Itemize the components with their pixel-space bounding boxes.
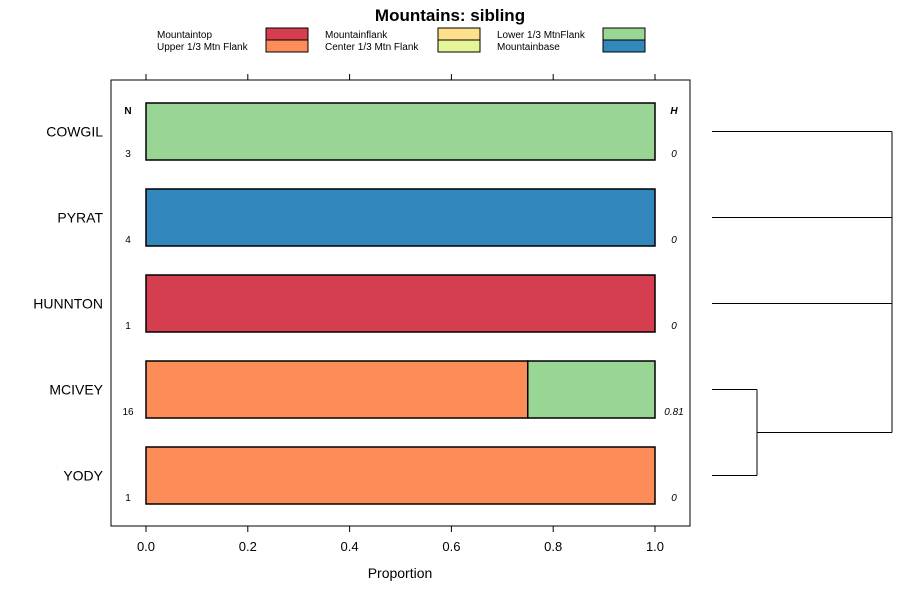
x-tick-label: 1.0 <box>646 539 664 554</box>
bar-segment-lower-1-3-mtnflank <box>527 360 656 419</box>
x-tick-label: 0.8 <box>544 539 562 554</box>
legend-swatch <box>265 39 309 53</box>
legend-swatch <box>602 27 646 41</box>
h-value: 0 <box>671 149 677 160</box>
legend-swatch <box>602 39 646 53</box>
legend-swatch <box>437 27 481 41</box>
category-label: PYRAT <box>57 210 103 226</box>
legend-swatch <box>437 39 481 53</box>
x-tick-label: 0.4 <box>341 539 359 554</box>
legend-label: Lower 1/3 MtnFlank <box>497 30 586 41</box>
h-value: 0.81 <box>664 407 683 418</box>
n-value: 3 <box>125 149 131 160</box>
h-value: 0 <box>671 235 677 246</box>
category-label: YODY <box>63 468 103 484</box>
x-axis-title: Proportion <box>368 565 433 581</box>
bar-row-cowgil: COWGIL 3 0 <box>46 102 677 161</box>
legend-label: Center 1/3 Mtn Flank <box>325 42 419 53</box>
legend-item-mountainflank: Mountainflank <box>325 27 481 41</box>
x-tick-label: 0.6 <box>442 539 460 554</box>
legend-label: Mountainflank <box>325 30 388 41</box>
legend-label: Mountaintop <box>157 30 212 41</box>
bar-segment-mountainbase <box>145 188 656 247</box>
bar-segment-upper-1-3-mtn-flank <box>145 360 529 419</box>
x-axis: 0.0 0.2 0.4 0.6 0.8 1.0 <box>137 74 664 554</box>
h-header: H <box>670 106 678 117</box>
legend-item-mountainbase: Mountainbase <box>497 39 646 53</box>
dendrogram <box>712 131 893 476</box>
x-tick-label: 0.0 <box>137 539 155 554</box>
n-header: N <box>124 106 131 117</box>
h-value: 0 <box>671 321 677 332</box>
legend-label: Upper 1/3 Mtn Flank <box>157 42 249 53</box>
legend-item-mountaintop: Mountaintop <box>157 27 309 41</box>
category-label: HUNNTON <box>33 296 103 312</box>
n-value: 16 <box>122 407 134 418</box>
legend-item-upper-1-3-mtn-flank: Upper 1/3 Mtn Flank <box>157 39 309 53</box>
legend-item-center-1-3-mtn-flank: Center 1/3 Mtn Flank <box>325 39 481 53</box>
n-value: 1 <box>125 493 131 504</box>
chart-title: Mountains: sibling <box>375 6 525 25</box>
bar-row-yody: YODY 1 0 <box>63 446 677 505</box>
h-value: 0 <box>671 493 677 504</box>
x-tick-label: 0.2 <box>239 539 257 554</box>
bar-row-mcivey: MCIVEY 16 0.81 <box>49 360 684 419</box>
legend-item-lower-1-3-mtnflank: Lower 1/3 MtnFlank <box>497 27 646 41</box>
n-value: 4 <box>125 235 131 246</box>
bar-segment-mountaintop <box>145 274 656 333</box>
category-label: MCIVEY <box>49 382 103 398</box>
legend-label: Mountainbase <box>497 42 560 53</box>
bar-row-pyrat: PYRAT 4 0 <box>57 188 677 247</box>
bar-row-hunnton: HUNNTON 1 0 <box>33 274 677 333</box>
bars: COWGIL 3 0 PYRAT 4 0 HUNNTON 1 0 MCIVEY 16 0.81 YODY… <box>33 102 684 505</box>
bar-segment-lower-1-3-mtnflank <box>145 102 656 161</box>
bar-segment-upper-1-3-mtn-flank <box>145 446 656 505</box>
plot-frame <box>110 79 691 527</box>
category-label: COWGIL <box>46 124 103 140</box>
legend-swatch <box>265 27 309 41</box>
n-value: 1 <box>125 321 131 332</box>
